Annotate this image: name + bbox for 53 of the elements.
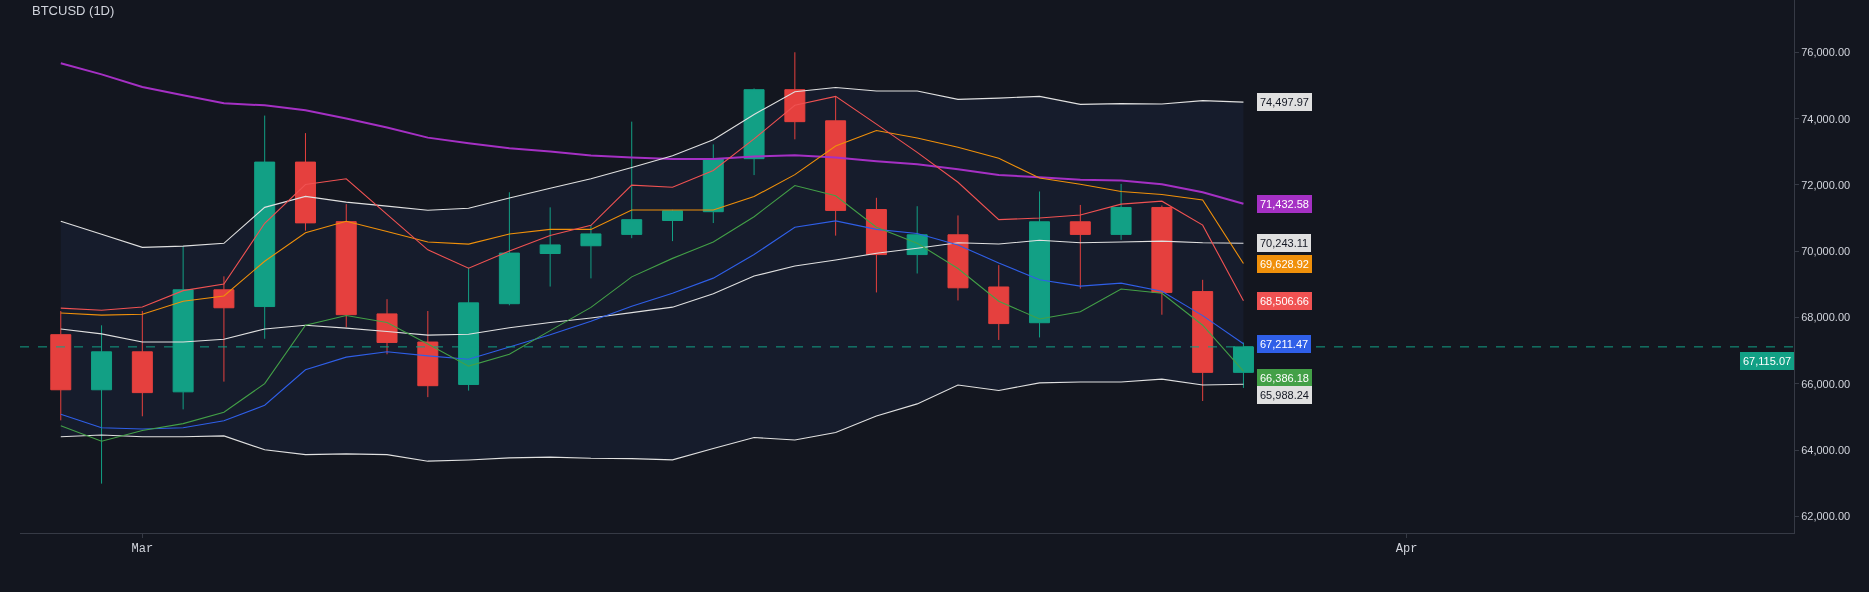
candlestick [988, 264, 1010, 341]
line-series [60, 129, 1244, 316]
line-series [60, 220, 1244, 430]
line-series [59, 62, 1245, 205]
candlestick [702, 143, 724, 224]
candlestick [335, 203, 357, 328]
candlestick [947, 214, 969, 301]
chart-title: BTCUSD (1D) [32, 3, 115, 19]
data-label: 67,211.47 [1260, 338, 1309, 350]
candlestick [498, 191, 520, 306]
data-label: 69,628.92 [1260, 258, 1309, 270]
candlestick [1192, 279, 1214, 402]
candlestick [621, 121, 643, 239]
y-tick-label: 72,000.00 [1801, 178, 1851, 191]
line-series [60, 185, 1244, 442]
candlestick [417, 310, 439, 398]
y-tick-label: 70,000.00 [1801, 245, 1851, 258]
data-label: 65,988.24 [1260, 389, 1309, 401]
candlestick [1151, 205, 1173, 316]
data-label: 74,497.97 [1260, 96, 1309, 108]
candlestick [580, 224, 602, 279]
y-tick-label: 74,000.00 [1801, 112, 1851, 125]
y-tick-label: 76,000.00 [1801, 46, 1851, 59]
candlestick [662, 209, 683, 242]
candlestick [1069, 204, 1091, 290]
line-series [60, 95, 1244, 311]
candlestick [784, 51, 806, 140]
ref-line-label: 67,115.07 [1743, 355, 1792, 367]
candlestick [131, 310, 153, 417]
line-series [60, 239, 1244, 343]
y-tick-label: 68,000.00 [1801, 311, 1851, 324]
candlestick [1110, 183, 1132, 241]
line-series [60, 378, 1244, 462]
x-tick-label: Mar [131, 542, 154, 557]
candlestick [865, 197, 887, 293]
candlestick [1029, 190, 1051, 338]
candlestick [213, 275, 235, 383]
data-label: 66,386.18 [1260, 372, 1309, 384]
data-label: 68,506.66 [1260, 295, 1309, 307]
line-series [60, 87, 1244, 248]
candlestick [376, 298, 398, 355]
candlestick [294, 132, 316, 232]
candlestick [50, 310, 72, 421]
y-tick-label: 64,000.00 [1801, 443, 1851, 456]
x-tick-label: Apr [1395, 542, 1418, 557]
candlestick [743, 87, 765, 176]
candlestick [539, 206, 561, 288]
y-tick-label: 62,000.00 [1801, 510, 1851, 523]
candlestick [254, 115, 276, 340]
data-label: 71,432.58 [1260, 198, 1309, 210]
data-label: 70,243.11 [1260, 237, 1309, 249]
candlestick [825, 96, 847, 237]
y-tick-label: 66,000.00 [1801, 377, 1851, 390]
